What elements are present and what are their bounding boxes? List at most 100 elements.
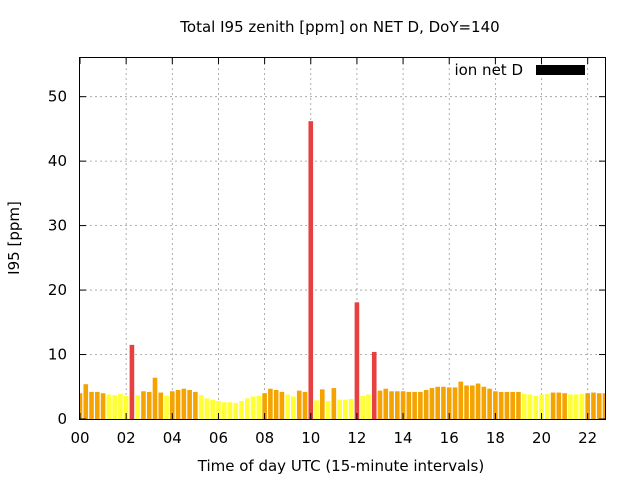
bar [533,395,539,419]
bar [262,393,267,419]
legend: ion net D [454,61,585,79]
bar [158,392,164,419]
bar [545,393,550,419]
y-tick-label: 30 [48,217,67,235]
bar [250,396,256,419]
bar [279,391,285,419]
bar [377,390,383,419]
bar [285,394,290,419]
bar [123,395,129,419]
bar [210,399,215,419]
bar [487,388,492,419]
bar [83,384,89,419]
bar [187,389,192,419]
bar [452,387,458,419]
bar [591,392,596,419]
y-tick-label: 20 [48,281,67,299]
bar [562,393,567,419]
bar [331,388,337,419]
bar [389,391,394,419]
bar [325,400,331,419]
bar [412,391,417,419]
x-tick-label: 04 [163,429,182,447]
bar [273,389,279,419]
bar [516,391,521,419]
x-tick-label: 14 [394,429,413,447]
bar [400,391,406,419]
bar [245,398,250,419]
bar [435,386,440,419]
bar [141,391,146,419]
bar [268,388,273,419]
bar [308,121,314,420]
x-tick-label: 02 [117,429,136,447]
x-tick-label: 06 [209,429,228,447]
y-tick-labels: 0 10 20 30 40 50 [48,88,67,428]
bar [112,395,117,419]
x-tick-label: 16 [440,429,459,447]
bar [366,394,371,419]
y-axis-label: I95 [ppm] [5,201,23,275]
bar [493,391,498,419]
x-tick-label: 08 [255,429,274,447]
bar [395,391,400,419]
bar [498,391,504,419]
bar [181,388,187,419]
y-tick-label: 40 [48,152,67,170]
bar [343,399,348,419]
bar [314,400,319,419]
bar [106,394,112,419]
bar [602,393,605,419]
bar [193,391,198,419]
bar [296,390,302,419]
bar [129,344,135,419]
bar [470,385,475,419]
bar [573,394,579,419]
bar [256,395,262,419]
grid-lines [80,58,605,419]
legend-swatch [536,65,585,75]
bar [550,392,556,419]
bar [348,399,354,419]
x-tick-label: 00 [70,429,89,447]
bar [291,396,296,419]
bar [216,400,221,419]
x-tick-label: 12 [347,429,366,447]
bar [475,383,481,419]
legend-label: ion net D [454,61,523,79]
bar [527,394,533,419]
bar [89,391,94,419]
y-tick-label: 10 [48,346,67,364]
bar [320,389,325,419]
bar [423,389,429,419]
bar [510,391,515,419]
x-axis-label: Time of day UTC (15-minute intervals) [197,457,484,475]
bar [406,391,412,419]
bar [383,388,389,419]
bar [227,402,233,419]
bar [371,351,377,419]
bar [80,393,83,419]
bar [118,393,123,419]
bar [204,398,210,419]
x-tick-labels: 00 02 04 06 08 10 12 14 16 18 20 22 [70,429,597,447]
bar [146,391,152,419]
bar [458,381,464,419]
y-tick-label: 0 [57,410,67,428]
bar [446,387,452,419]
bar [239,400,244,419]
x-tick-label: 22 [578,429,597,447]
x-tick-label: 10 [301,429,320,447]
x-tick-label: 18 [486,429,505,447]
bar [481,386,487,419]
bar [152,377,158,419]
bar [337,399,342,419]
bar [354,302,360,419]
chart-title: Total I95 zenith [ppm] on NET D, DoY=140 [179,18,499,36]
bar-series [80,121,605,420]
bar [464,385,469,419]
bar [135,395,140,419]
bar [233,402,239,419]
bar [198,395,204,419]
